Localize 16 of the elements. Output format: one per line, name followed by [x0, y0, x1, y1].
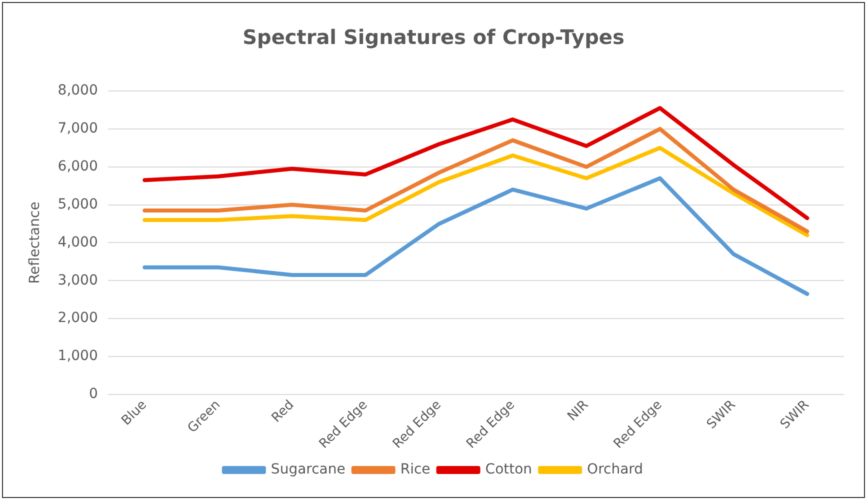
y-tick-label: 2,000	[58, 310, 98, 326]
y-tick-label: 1,000	[58, 348, 98, 364]
y-axis-title: Reflectance	[27, 202, 44, 284]
legend-label: Cotton	[485, 462, 532, 478]
chart-title: Spectral Signatures of Crop-Types	[242, 25, 624, 50]
x-tick-label: NIR	[564, 398, 592, 424]
y-tick-label: 7,000	[58, 120, 98, 137]
y-tick-label: 4,000	[58, 234, 98, 250]
legend-label: Rice	[400, 462, 430, 478]
legend-label: Orchard	[587, 462, 644, 478]
y-tick-label: 6,000	[58, 158, 98, 175]
y-tick-label: 0	[88, 386, 98, 402]
y-tick-label: 3,000	[58, 272, 98, 288]
legend-label: Sugarcane	[270, 462, 346, 478]
y-tick-label: 5,000	[58, 196, 98, 212]
y-tick-label: 8,000	[58, 82, 98, 99]
